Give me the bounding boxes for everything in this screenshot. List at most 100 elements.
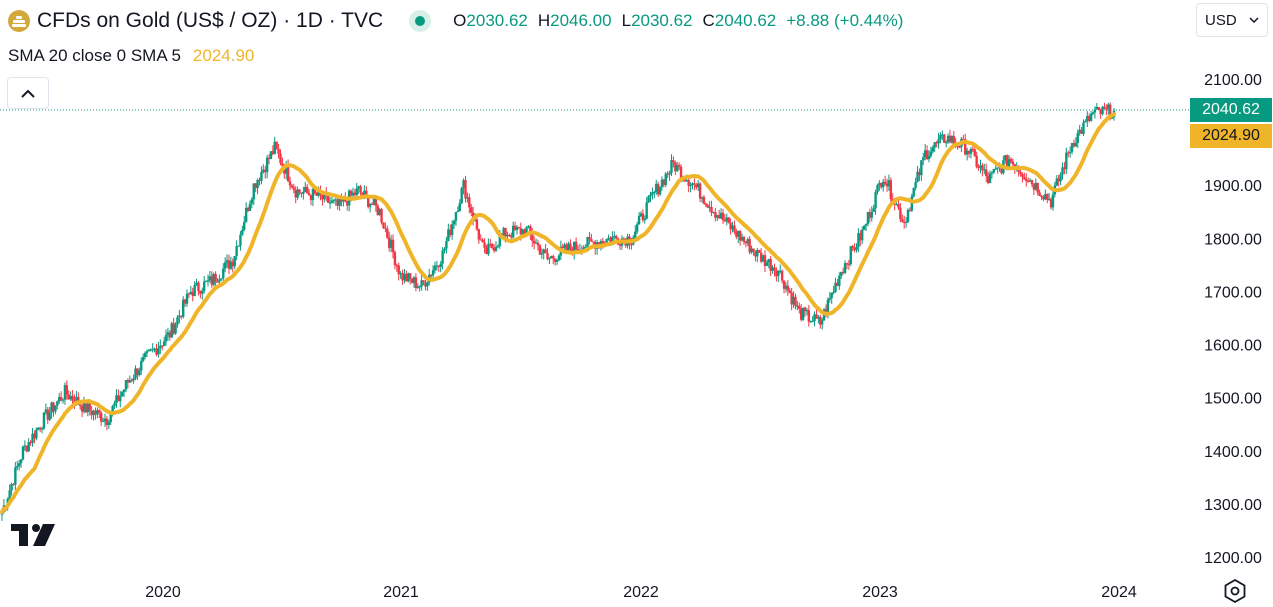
candle-body [748, 239, 751, 253]
candle-body [641, 213, 645, 221]
candle-body [227, 260, 231, 269]
candle-body [256, 179, 259, 188]
candle-body [216, 281, 219, 283]
settings-icon[interactable] [1222, 578, 1248, 604]
candle-body [367, 194, 370, 207]
indicator-value: 2024.90 [192, 46, 255, 65]
candle-body [658, 187, 662, 195]
price-tick-label: 1900.00 [1204, 178, 1262, 195]
candle-body [1038, 192, 1041, 196]
candle-body [763, 255, 767, 266]
candle-body [35, 429, 38, 439]
candle-body [330, 200, 334, 203]
candle-body [656, 183, 660, 195]
indicator-legend[interactable]: SMA 20 close 0 SMA 5 2024.90 [8, 44, 254, 68]
candle-body [445, 240, 448, 249]
candle-body [746, 239, 749, 244]
candle-body [1051, 194, 1055, 208]
candle-body [292, 187, 296, 190]
candle-body [305, 186, 309, 194]
candle-body [243, 222, 246, 230]
candle-body [643, 218, 646, 221]
candle-body [187, 293, 191, 295]
candle-body [693, 183, 696, 185]
candle-body [796, 305, 799, 307]
candle-body [222, 268, 225, 279]
candle-body [450, 224, 454, 236]
candle-body [885, 183, 889, 187]
candle-body [357, 186, 360, 189]
candle-body [794, 296, 797, 307]
candle-body [655, 183, 658, 192]
candle-body [813, 314, 816, 322]
candle-body [883, 181, 887, 184]
candle-body [79, 404, 82, 407]
candle-body [534, 242, 538, 244]
candle-body [756, 250, 759, 257]
candle-body [824, 309, 828, 314]
candle-body [666, 173, 669, 175]
ohlc-high: H2046.00 [537, 11, 612, 30]
price-axis[interactable]: 1200.00 1300.00 1400.00 1500.00 1600.00 1700.… [1204, 72, 1262, 567]
candle-body [437, 265, 440, 268]
candle-body [119, 396, 122, 402]
candle-body [338, 197, 341, 206]
candle-body [223, 262, 227, 269]
candle-body [979, 165, 982, 168]
candle-body [1000, 166, 1003, 174]
candle-body [372, 198, 376, 205]
candle-body [359, 186, 362, 193]
currency-select[interactable]: USD [1196, 3, 1268, 37]
candle-body [365, 190, 368, 195]
candle-body [145, 351, 149, 354]
candle-body [973, 149, 976, 156]
candle-body [723, 220, 727, 222]
candle-body [1023, 177, 1026, 180]
candle-body [399, 273, 402, 275]
candle-body [798, 305, 801, 309]
candle-body [660, 179, 664, 188]
candle-body [826, 299, 830, 314]
candle-body [876, 185, 879, 193]
time-tick-label: 2021 [383, 584, 419, 601]
candle-body [912, 187, 915, 197]
candle-body [716, 215, 719, 218]
candle-body [214, 273, 217, 282]
time-axis[interactable]: 2020 2021 2022 2023 2024 [145, 584, 1137, 601]
candle-body [841, 271, 845, 273]
candle-body [231, 261, 234, 267]
candle-body [967, 150, 971, 154]
candle-body [805, 310, 809, 312]
candle-body [529, 226, 532, 235]
ohlc-close: C2040.62 [702, 11, 777, 30]
candle-body [985, 169, 988, 177]
symbol-title[interactable]: CFDs on Gold (US$ / OZ) · 1D · TVC [37, 9, 384, 32]
candle-body [1026, 180, 1030, 182]
candle-body [477, 229, 481, 240]
candle-body [613, 235, 616, 238]
candle-body [622, 238, 626, 240]
candle-body [170, 323, 173, 338]
candle-body [273, 141, 276, 154]
candle-body [676, 165, 679, 172]
candle-body [895, 204, 898, 206]
candle-body [281, 163, 284, 166]
candle-body [124, 380, 128, 390]
candle-body [704, 203, 708, 206]
candle-body [799, 308, 803, 320]
candle-body [265, 157, 269, 173]
candle-body [958, 146, 961, 148]
time-tick-label: 2023 [862, 584, 898, 601]
candle-body [1084, 120, 1087, 123]
candle-body [132, 378, 135, 381]
candle-body [906, 209, 910, 223]
candle-body [859, 233, 862, 241]
collapse-legend-button[interactable] [7, 77, 49, 109]
tradingview-logo[interactable] [11, 524, 57, 548]
candle-body [269, 151, 273, 159]
indicator-label[interactable]: SMA 20 close 0 SMA 5 [8, 46, 181, 65]
candle-body [729, 222, 732, 230]
candle-body [754, 251, 757, 257]
candle-body [920, 160, 923, 176]
